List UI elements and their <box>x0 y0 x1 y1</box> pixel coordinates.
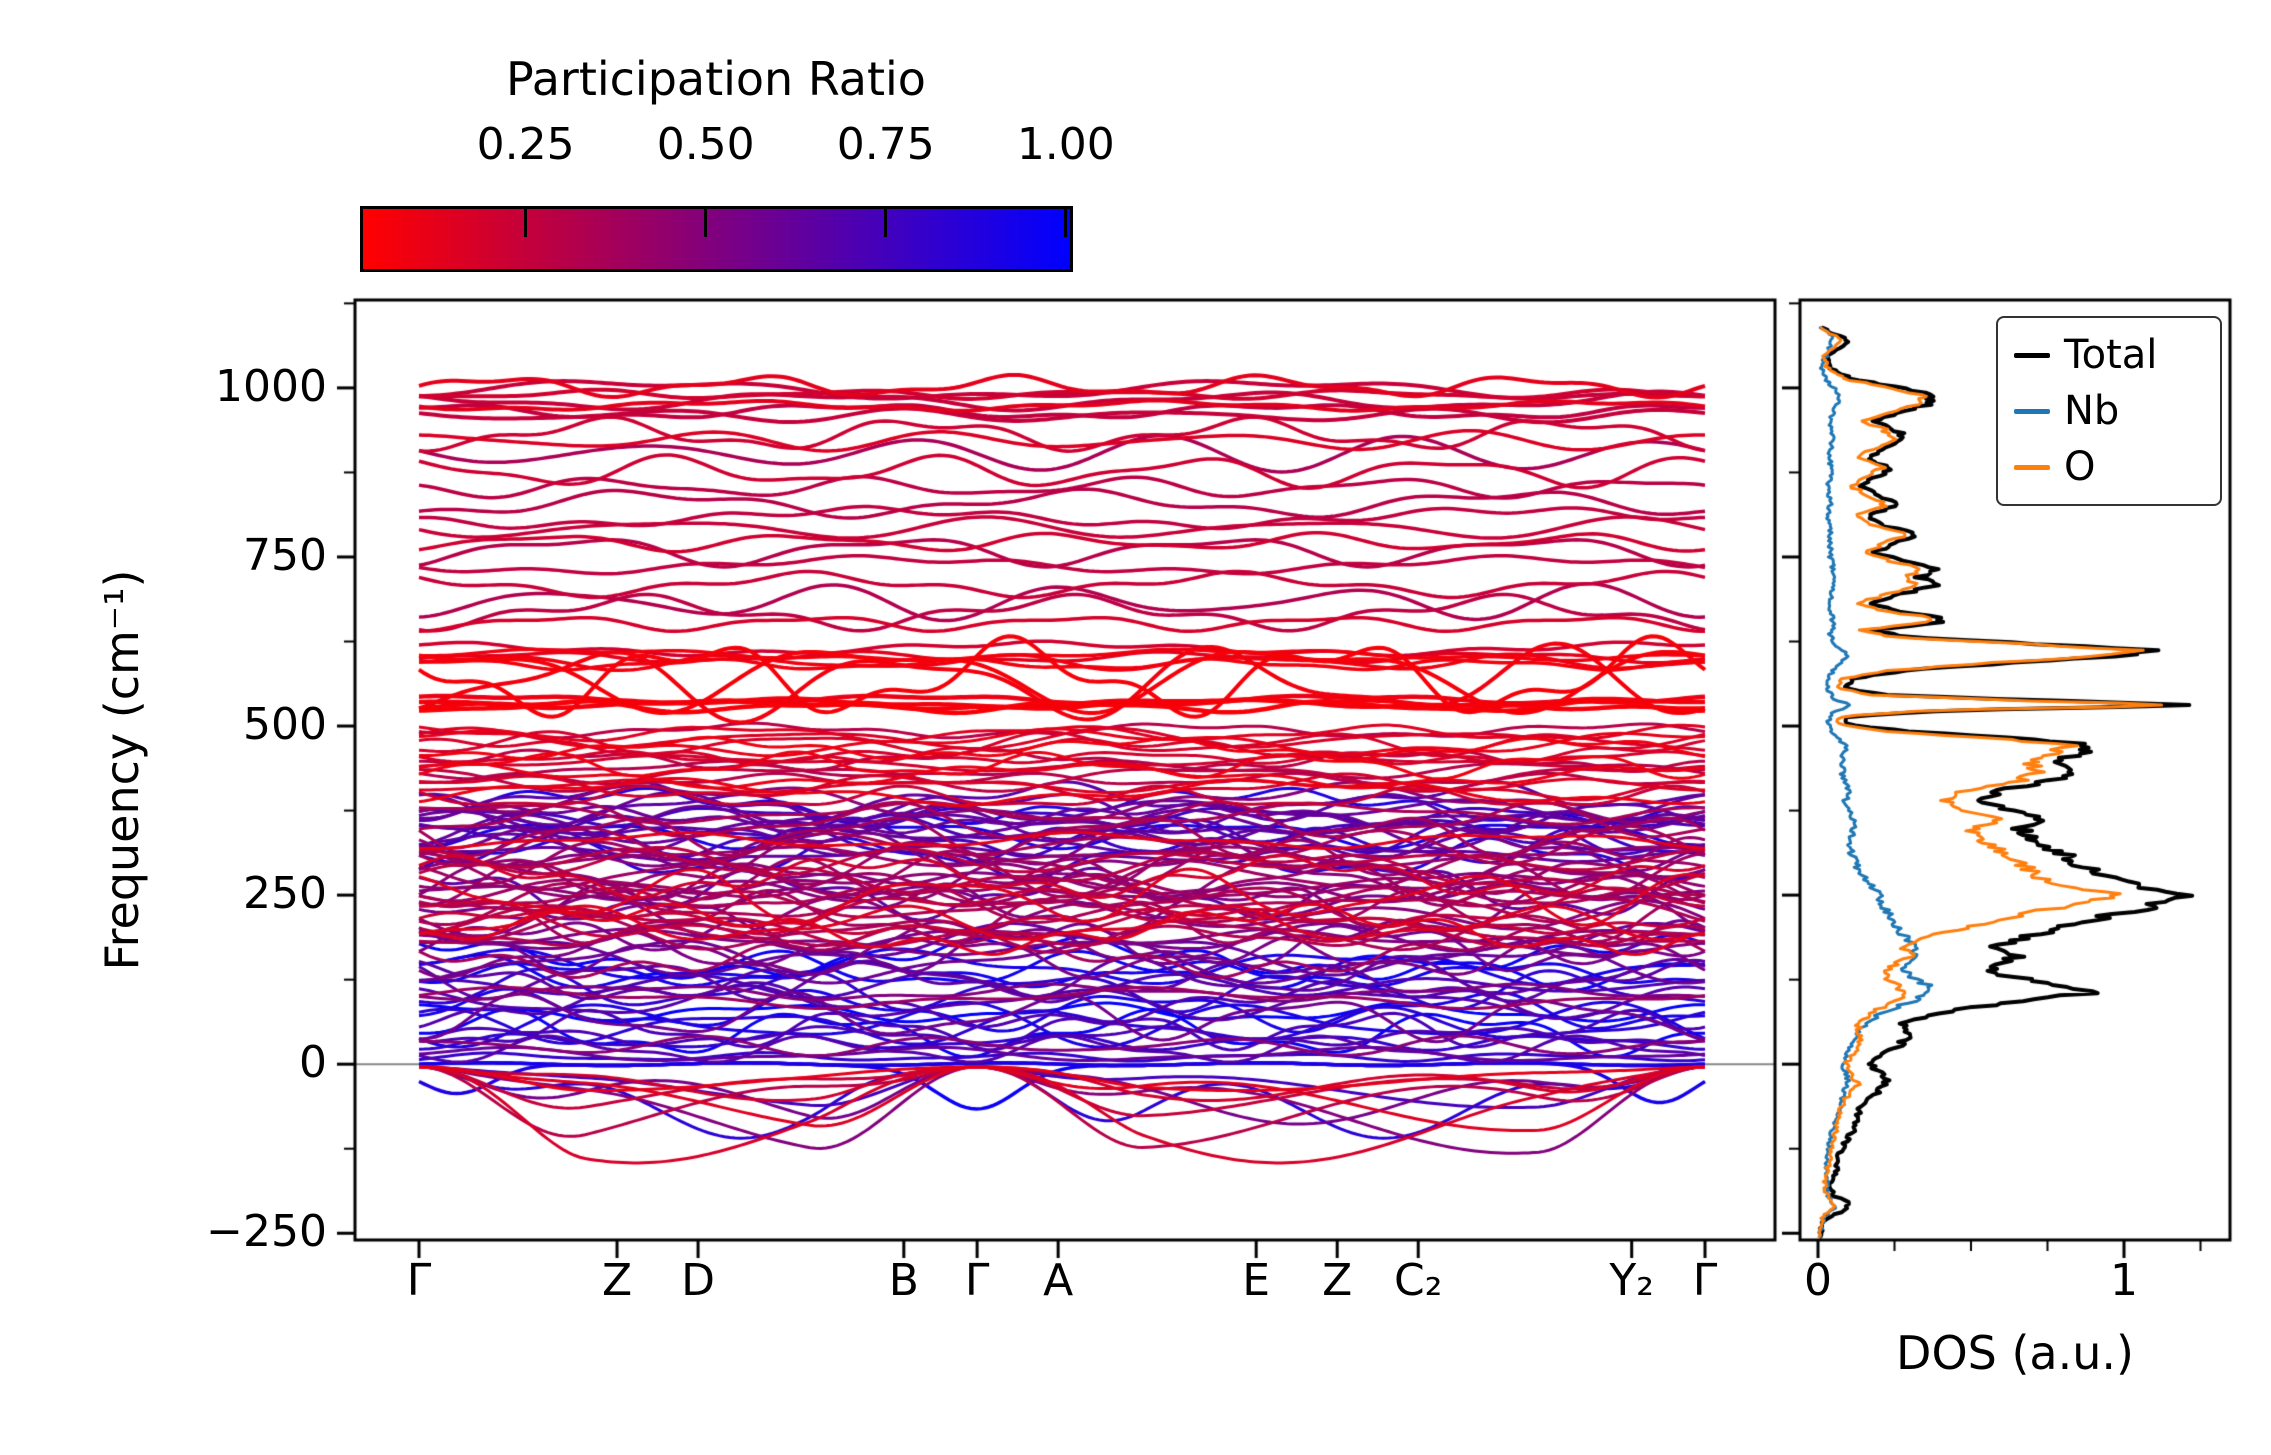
colorbar-tick-mark <box>704 209 708 237</box>
colorbar-tick-mark <box>524 209 528 237</box>
dos-x-tick-label: 1 <box>2110 1255 2138 1306</box>
x-tick-label-8: C₂ <box>1394 1255 1443 1306</box>
x-tick-label-7: Z <box>1322 1255 1353 1306</box>
legend-label-total: Total <box>2064 332 2158 378</box>
y-tick-label: 1000 <box>215 360 327 412</box>
colorbar-tick-label: 1.00 <box>1016 119 1115 170</box>
colorbar-tick-label: 0.50 <box>656 119 755 170</box>
x-tick-label-4: Γ <box>964 1255 990 1306</box>
colorbar-title: Participation Ratio <box>506 52 926 106</box>
y-tick-label: 250 <box>243 868 327 920</box>
o-line-swatch <box>2014 464 2050 470</box>
legend-label-nb: Nb <box>2064 388 2120 434</box>
y-tick-label: 500 <box>243 699 327 751</box>
dos-x-axis-label: DOS (a.u.) <box>1896 1326 2134 1380</box>
colorbar-tick-mark <box>1064 209 1068 237</box>
x-tick-label-2: D <box>681 1255 715 1306</box>
x-tick-label-6: E <box>1242 1255 1271 1306</box>
dos-x-tick-label: 0 <box>1804 1255 1832 1306</box>
colorbar-tick-label: 0.25 <box>476 119 575 170</box>
x-tick-label-10: Γ <box>1692 1255 1718 1306</box>
y-tick-label: −250 <box>206 1206 327 1258</box>
legend-entry-total: Total <box>2014 330 2204 380</box>
x-tick-label-3: B <box>888 1255 919 1306</box>
legend-entry-nb: Nb <box>2014 386 2204 436</box>
y-tick-label: 0 <box>299 1037 327 1089</box>
colorbar-tick-mark <box>884 209 888 237</box>
colorbar-tick-label: 0.75 <box>836 119 935 170</box>
nb-line-swatch <box>2014 408 2050 414</box>
legend-label-o: O <box>2064 444 2096 490</box>
legend-entry-o: O <box>2014 442 2204 492</box>
y-tick-label: 750 <box>243 529 327 581</box>
x-tick-label-5: A <box>1043 1255 1074 1306</box>
total-line-swatch <box>2014 352 2050 358</box>
x-tick-label-9: Y₂ <box>1609 1255 1654 1306</box>
dos-legend: Total Nb O <box>1996 316 2222 506</box>
x-tick-label-1: Z <box>601 1255 633 1306</box>
colorbar-gradient <box>360 206 1073 272</box>
x-tick-label-0: Γ <box>406 1255 432 1306</box>
